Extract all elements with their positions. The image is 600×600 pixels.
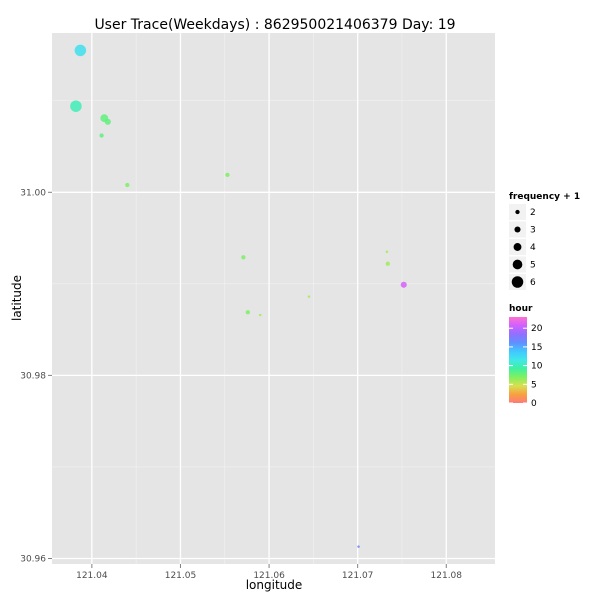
grid-minor (52, 33, 495, 564)
color-legend-label: 0 (531, 399, 537, 409)
color-legend-label: 10 (531, 362, 543, 372)
size-legend-key (511, 276, 524, 288)
x-tick-label: 121.06 (253, 571, 285, 581)
data-point (241, 255, 246, 260)
size-legend: frequency + 1 2 3 4 5 6 (509, 192, 580, 290)
data-points (70, 44, 407, 548)
x-tick-label: 121.05 (165, 571, 197, 581)
x-axis-ticks: 121.04 121.05 121.06 121.07 121.08 (76, 564, 462, 581)
size-legend-title: frequency + 1 (509, 192, 580, 202)
size-legend-key (513, 243, 522, 251)
color-legend: hour 0 5 10 15 20 (509, 304, 543, 409)
data-point (125, 182, 130, 188)
y-axis-ticks: 30.96 30.98 31.00 (20, 188, 52, 565)
plot-panel (52, 33, 495, 564)
data-point (385, 261, 390, 266)
data-point (385, 250, 389, 254)
size-legend-label: 4 (530, 243, 536, 253)
data-point (225, 172, 230, 178)
color-legend-label: 20 (531, 324, 543, 334)
size-legend-key (512, 259, 523, 270)
data-point (74, 44, 87, 57)
size-legend-label: 5 (530, 261, 536, 271)
data-point (245, 310, 250, 315)
data-point (307, 295, 311, 298)
data-point (99, 133, 104, 138)
color-legend-title: hour (509, 304, 533, 314)
x-tick-label: 121.08 (431, 571, 463, 581)
y-tick-label: 31.00 (20, 188, 46, 198)
size-legend-label: 2 (530, 208, 536, 218)
y-tick-label: 30.96 (20, 555, 46, 565)
grid-major (52, 33, 495, 564)
size-legend-label: 6 (530, 278, 536, 288)
y-axis-title: latitude (10, 275, 24, 321)
size-legend-key (514, 226, 521, 233)
data-point (70, 100, 82, 112)
size-legend-key (515, 209, 520, 215)
x-tick-label: 121.07 (342, 571, 374, 581)
data-point (400, 281, 407, 288)
data-point (258, 313, 262, 317)
x-axis-title: longitude (246, 578, 303, 592)
color-legend-bar (509, 317, 527, 403)
data-point (104, 118, 111, 125)
color-legend-label: 15 (531, 343, 542, 353)
color-legend-label: 5 (531, 380, 537, 390)
y-tick-label: 30.98 (20, 371, 46, 381)
chart-title: User Trace(Weekdays) : 862950021406379 D… (94, 17, 455, 33)
x-tick-label: 121.04 (76, 571, 108, 581)
data-point (357, 545, 360, 548)
size-legend-label: 3 (530, 226, 536, 236)
